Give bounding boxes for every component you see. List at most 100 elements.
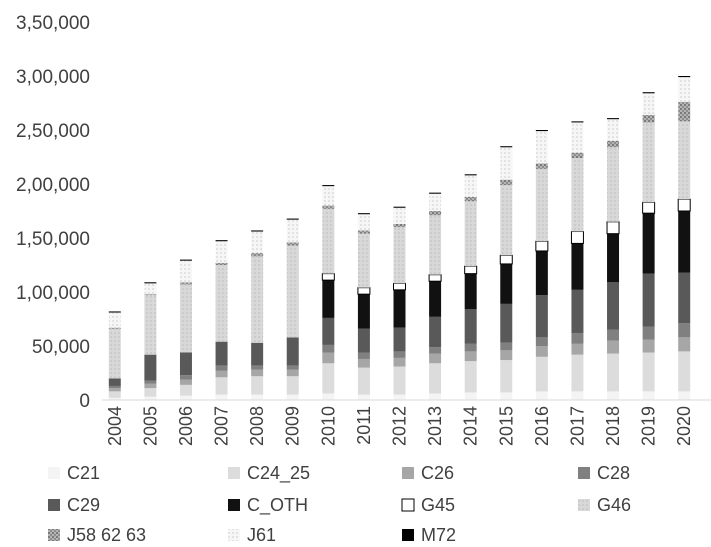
bar-segment-c26 [215, 370, 228, 378]
bar-segment-c-oth [429, 281, 442, 317]
bar-segment-c24-25 [144, 388, 157, 397]
bar-segment-c24-25 [464, 361, 477, 393]
bar-segment-c28 [535, 337, 548, 346]
bar-segment-g46 [251, 256, 264, 343]
bar-segment-g46 [678, 121, 691, 200]
legend-swatch [48, 499, 60, 511]
legend-swatch [402, 467, 414, 479]
bar-segment-c28 [500, 342, 513, 351]
bar-segment-c21 [108, 397, 121, 400]
bar-segment-j58-62-63 [286, 242, 299, 246]
bar-segment-c26 [500, 350, 513, 361]
bar-segment-c28 [642, 326, 655, 340]
x-tick-label: 2004 [105, 406, 125, 446]
x-tick-label: 2014 [461, 406, 481, 446]
bar-segment-g46 [607, 147, 620, 222]
legend-item-m72: M72 [402, 525, 456, 545]
bar-segment-g45 [464, 265, 478, 275]
bar-segment-m72 [393, 206, 406, 208]
bar-segment-c26 [108, 388, 121, 392]
bar-stack-2020 [677, 76, 691, 400]
bar-segment-m72 [607, 118, 620, 120]
bar-segment-c26 [464, 351, 477, 362]
x-tick-label: 2012 [390, 406, 410, 446]
x-tick-label: 2020 [674, 406, 694, 446]
y-tick-label: 50,000 [32, 337, 90, 358]
bar-segment-c28 [357, 352, 370, 359]
bar-segment-j58-62-63 [464, 196, 477, 202]
bar-segment-m72 [357, 213, 370, 215]
x-tick-label: 2007 [212, 406, 232, 446]
bar-segment-c24-25 [357, 367, 370, 395]
bar-segment-j58-62-63 [607, 140, 620, 148]
bar-stack-2005 [144, 282, 157, 400]
bar-segment-m72 [144, 282, 157, 284]
bar-segment-c29 [108, 378, 121, 386]
x-tick-label: 2005 [140, 406, 160, 446]
bar-segment-c29 [429, 316, 442, 348]
x-tick-label: 2019 [639, 406, 659, 446]
legend-item-c28: C28 [578, 463, 630, 483]
bar-segment-c-oth [571, 243, 584, 290]
bar-segment-c28 [144, 380, 157, 384]
bar-segment-c29 [535, 295, 548, 338]
bar-segment-g46 [357, 233, 370, 288]
x-tick-label: 2013 [425, 406, 445, 446]
bar-segment-j61 [286, 219, 299, 243]
bar-segment-g46 [108, 328, 121, 379]
y-tick-label: 1,50,000 [16, 229, 90, 250]
bar-segment-m72 [535, 130, 548, 132]
bar-segment-j61 [535, 131, 548, 164]
bar-stack-2015 [499, 146, 513, 400]
bar-segment-c24-25 [286, 376, 299, 395]
bar-segment-c-oth [393, 289, 406, 328]
bar-segment-j58-62-63 [393, 223, 406, 228]
bar-segment-j58-62-63 [642, 114, 655, 123]
legend-label: M72 [421, 525, 456, 545]
legend-label: J61 [247, 525, 276, 545]
bar-segment-c29 [144, 354, 157, 381]
bar-segment-c28 [286, 365, 299, 370]
bar-segment-m72 [571, 121, 584, 123]
bar-segment-c24-25 [571, 354, 584, 392]
bar-segment-c28 [108, 385, 121, 389]
bar-segment-c21 [357, 394, 370, 400]
y-axis: 0 50,000 1,00,000 1,50,000 2,00,000 2,50,000 3… [16, 13, 90, 412]
legend-item-g46: G46 [578, 495, 631, 515]
x-tick-label: 2008 [247, 406, 267, 446]
bar-segment-m72 [642, 92, 655, 94]
bar-segment-c26 [357, 358, 370, 368]
bar-segment-j58-62-63 [144, 294, 157, 296]
bar-segment-c-oth [642, 213, 655, 274]
legend-label: C21 [67, 463, 100, 483]
legend-item-c26: C26 [402, 463, 454, 483]
bar-segment-j58-62-63 [429, 211, 442, 216]
bar-segment-c29 [571, 289, 584, 334]
bar-segment-c26 [393, 357, 406, 367]
bar-segment-m72 [108, 311, 121, 313]
bar-segment-c29 [357, 328, 370, 353]
bar-stack-2011 [357, 213, 371, 400]
bar-segment-c21 [144, 396, 157, 400]
bar-segment-c24-25 [322, 363, 335, 394]
legend-label: C24_25 [247, 463, 310, 484]
x-tick-label: 2018 [603, 406, 623, 446]
legend-label: G45 [421, 495, 455, 515]
legend-label: C26 [421, 463, 454, 483]
bar-stack-2017 [570, 121, 584, 400]
bar-segment-c21 [286, 394, 299, 400]
bar-segment-c24-25 [642, 352, 655, 392]
bar-segment-c-oth [607, 233, 620, 283]
legend-item-c21: C21 [48, 463, 100, 483]
bar-segment-c21 [215, 394, 228, 400]
bar-stack-2004 [108, 311, 121, 400]
bar-segment-j58-62-63 [535, 163, 548, 169]
bar-segment-c28 [429, 347, 442, 354]
bar-segment-c21 [393, 394, 406, 400]
x-tick-label: 2011 [354, 406, 374, 445]
y-tick-label: 3,50,000 [16, 13, 90, 34]
legend-swatch [228, 499, 240, 511]
legend-label: J58 62 63 [67, 525, 146, 545]
bar-segment-j61 [500, 147, 513, 180]
bar-segment-c28 [393, 351, 406, 358]
